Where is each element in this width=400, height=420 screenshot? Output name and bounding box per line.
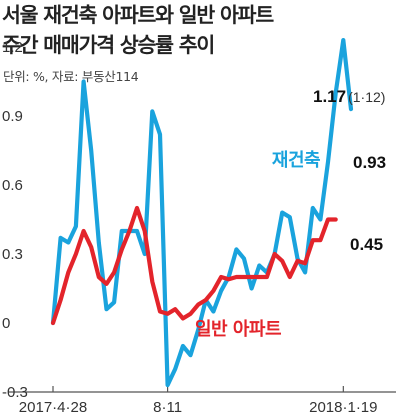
annotation-peak-value: 1.17 (1·12) xyxy=(313,87,385,106)
title-line-1: 서울 재건축 아파트와 일반 아파트 xyxy=(2,3,274,27)
y-tick-label-3: 0.3 xyxy=(2,246,23,263)
annotation-general-latest: 0.45 xyxy=(350,235,383,254)
y-tick-label-2: 0.6 xyxy=(2,177,23,194)
x-tick-label-2: 2018·1·19 xyxy=(309,399,377,416)
x-tick-label-1: 8·11 xyxy=(153,399,182,416)
general-series-label: 일반 아파트 xyxy=(195,319,281,340)
title-line-2: 주간 매매가격 상승률 추이 xyxy=(2,33,215,57)
y-tick-label-4: 0 xyxy=(2,315,10,332)
reconstruction-series-line xyxy=(50,37,354,388)
annotation-peak-value-date: (1·12) xyxy=(348,89,385,105)
unit-source-note: 단위: %, 자료: 부동산114 xyxy=(3,69,139,84)
general-series-line xyxy=(50,205,338,326)
y-tick-label-5: -0.3 xyxy=(2,384,28,401)
chart-title: 서울 재건축 아파트와 일반 아파트 주간 매매가격 상승률 추이 xyxy=(2,0,274,60)
y-tick-label-1: 0.9 xyxy=(2,108,23,125)
reconstruction-series-label: 재건축 xyxy=(272,150,320,171)
x-tick-label-0: 2017·4·28 xyxy=(19,399,87,416)
annotation-reconstruction-latest: 0.93 xyxy=(353,153,386,172)
y-tick-label-0: 1.2 xyxy=(2,39,23,56)
